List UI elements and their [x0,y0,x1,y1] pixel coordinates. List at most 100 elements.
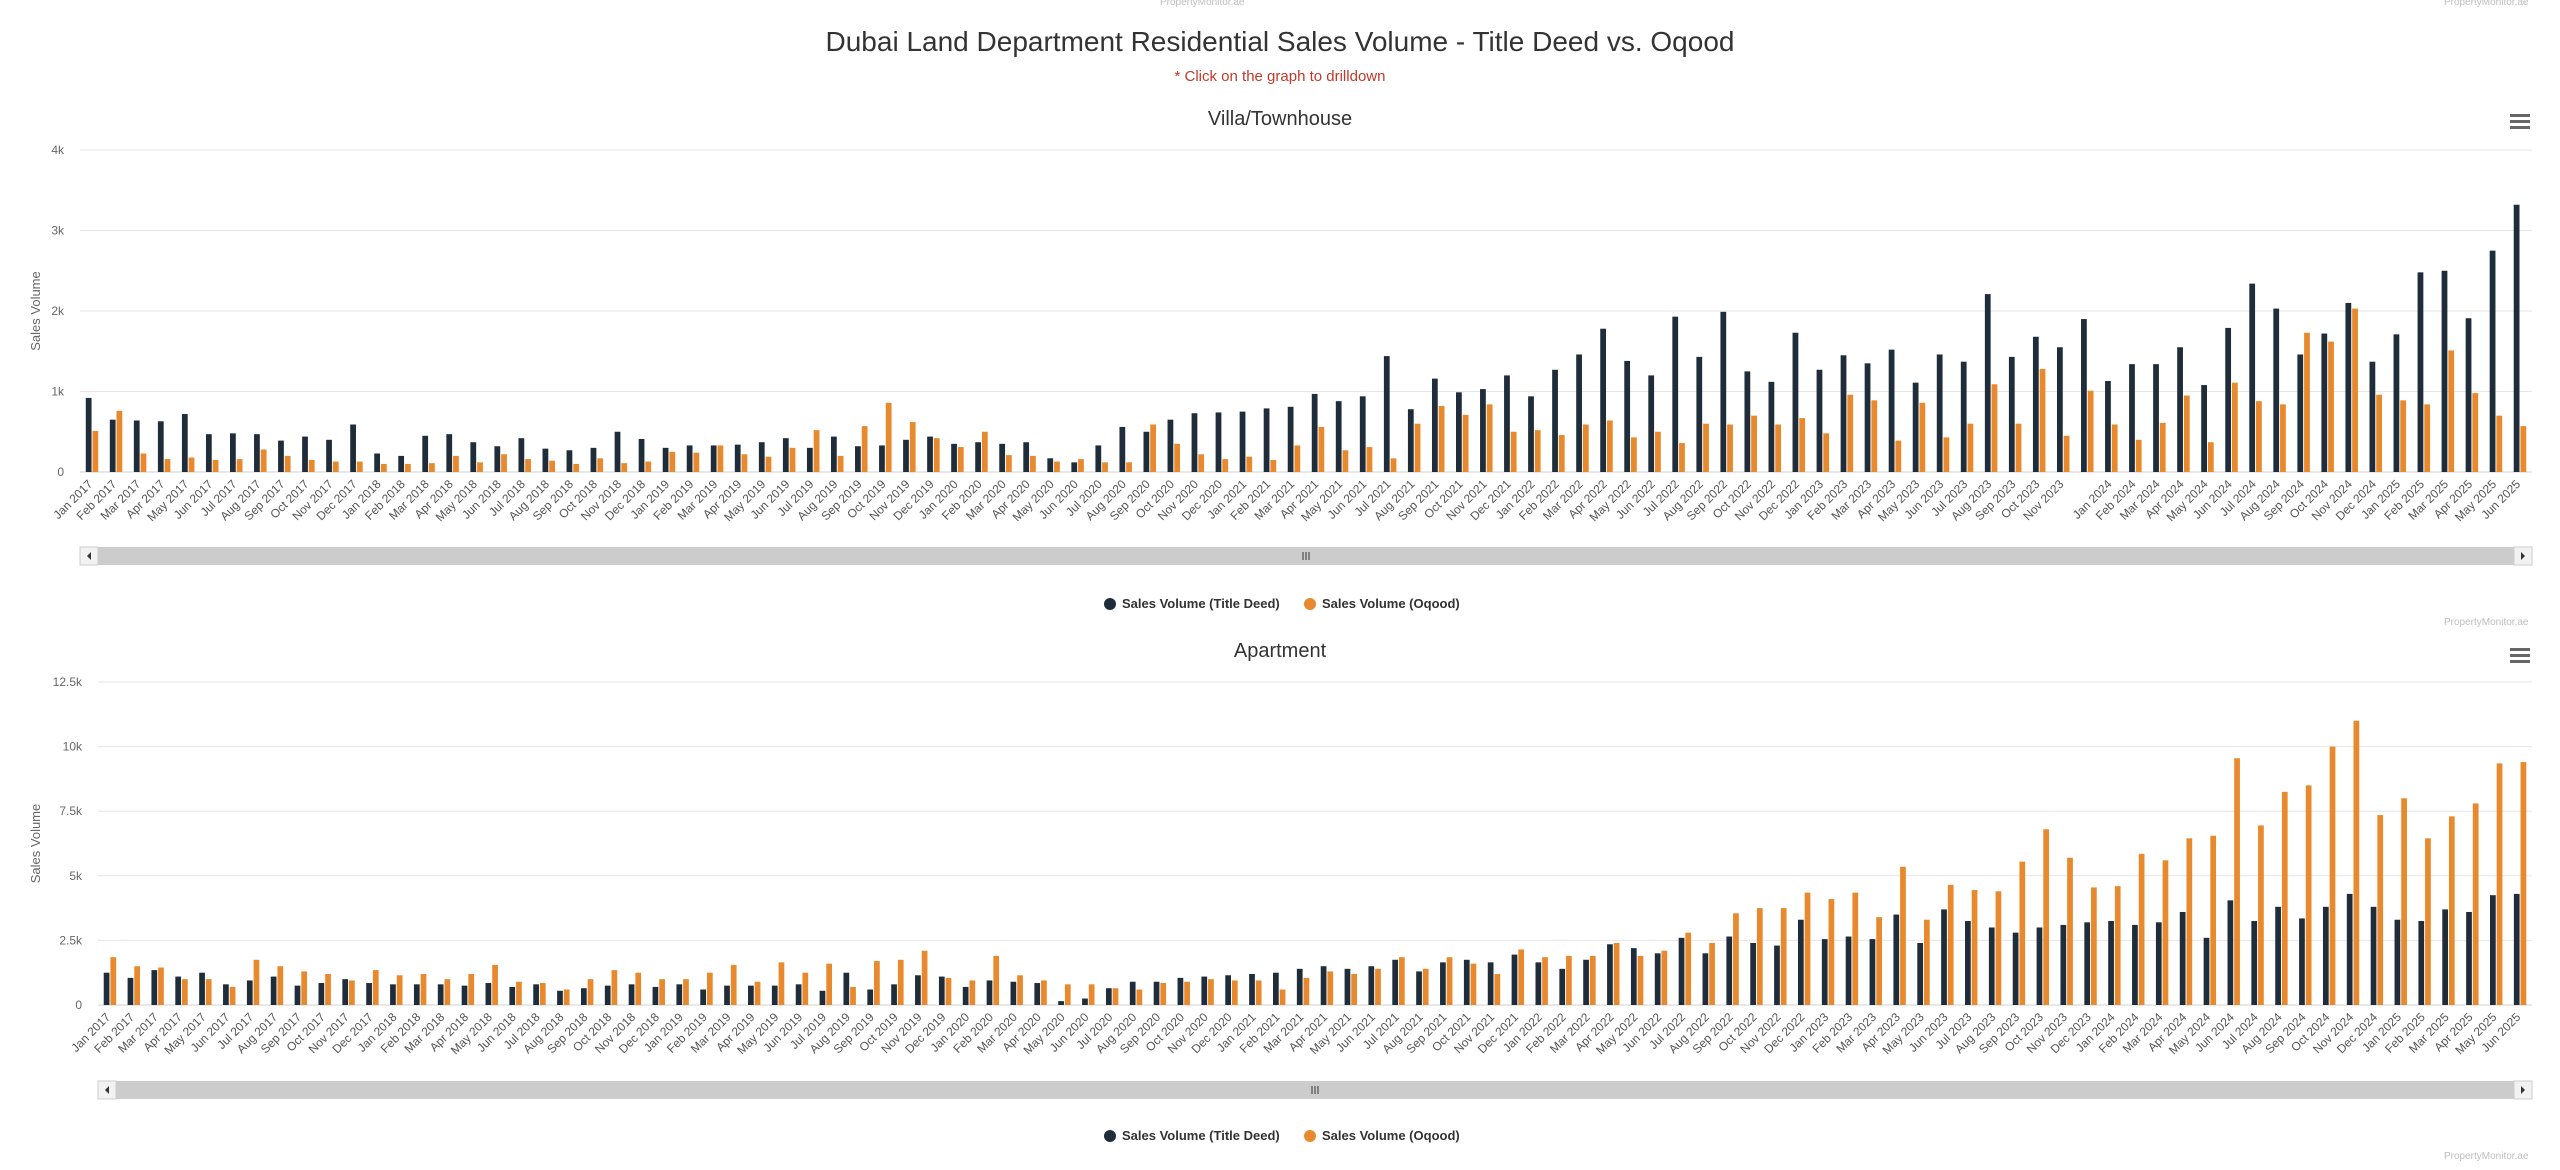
bar-title-deed[interactable] [1249,973,1255,1005]
bar-oqood[interactable] [1775,424,1782,472]
bar-oqood[interactable] [1566,955,1572,1005]
bar-oqood[interactable] [1589,955,1596,1005]
bar-oqood[interactable] [909,422,916,472]
bar-title-deed[interactable] [2345,302,2352,472]
bar-oqood[interactable] [2019,861,2026,1005]
bar-oqood[interactable] [396,975,403,1005]
bar-title-deed[interactable] [1320,966,1327,1005]
bar-oqood[interactable] [1017,975,1023,1005]
bar-title-deed[interactable] [2346,893,2353,1005]
villa-chart-container[interactable]: Villa/Townhouse 0 1k 2k 3k 4k Sales Volume Jan … [0,100,2560,620]
bar-oqood[interactable] [2258,825,2264,1005]
bar-title-deed[interactable] [1407,409,1414,472]
bar-oqood[interactable] [1655,431,1661,472]
bar-title-deed[interactable] [518,438,525,472]
bar-title-deed[interactable] [1368,966,1375,1005]
bar-oqood[interactable] [164,459,171,472]
bar-title-deed[interactable] [2155,922,2162,1005]
bar-oqood[interactable] [1375,968,1381,1005]
bar-oqood[interactable] [205,979,212,1005]
bar-title-deed[interactable] [446,434,453,472]
bar-title-deed[interactable] [1311,393,1318,472]
bar-title-deed[interactable] [1654,953,1661,1005]
bar-oqood[interactable] [2520,426,2527,472]
bar-oqood[interactable] [1446,957,1453,1005]
bar-title-deed[interactable] [1774,945,1780,1005]
bar-oqood[interactable] [372,970,379,1005]
bar-oqood[interactable] [1804,892,1811,1005]
bar-title-deed[interactable] [2442,909,2449,1005]
bar-title-deed[interactable] [223,984,229,1005]
bar-oqood[interactable] [325,973,331,1005]
bar-oqood[interactable] [741,454,748,472]
bar-oqood[interactable] [1919,402,1926,472]
bar-oqood[interactable] [2328,341,2334,472]
bar-oqood[interactable] [2520,762,2527,1005]
bar-title-deed[interactable] [855,446,861,472]
bar-title-deed[interactable] [1917,942,1924,1005]
bar-title-deed[interactable] [1416,971,1422,1005]
bar-title-deed[interactable] [2203,937,2210,1005]
bar-title-deed[interactable] [2105,381,2111,472]
bar-oqood[interactable] [1971,890,1978,1005]
bar-title-deed[interactable] [1463,959,1470,1005]
bar-title-deed[interactable] [614,431,621,472]
bar-oqood[interactable] [1422,968,1429,1005]
bar-oqood[interactable] [2448,816,2455,1005]
bar-oqood[interactable] [134,966,140,1005]
bar-oqood[interactable] [1751,415,1757,472]
bar-oqood[interactable] [1327,971,1334,1005]
bar-oqood[interactable] [1470,963,1477,1005]
bar-title-deed[interactable] [734,444,741,472]
bar-oqood[interactable] [765,456,772,472]
bar-oqood[interactable] [1414,423,1421,472]
bar-oqood[interactable] [1852,892,1859,1005]
bar-title-deed[interactable] [1821,939,1828,1005]
bar-title-deed[interactable] [85,397,92,472]
bar-oqood[interactable] [1943,437,1950,472]
bar-title-deed[interactable] [461,985,468,1005]
bar-oqood[interactable] [1780,908,1787,1005]
bar-oqood[interactable] [2183,395,2190,472]
bar-title-deed[interactable] [771,985,778,1005]
bar-oqood[interactable] [2496,763,2503,1005]
bar-title-deed[interactable] [1869,939,1876,1005]
bar-title-deed[interactable] [867,989,874,1005]
bar-oqood[interactable] [993,955,1000,1005]
bar-oqood[interactable] [349,980,355,1005]
bar-oqood[interactable] [405,463,411,472]
bar-title-deed[interactable] [1583,959,1589,1005]
bar-title-deed[interactable] [604,985,611,1005]
bar-title-deed[interactable] [2297,354,2304,472]
bar-title-deed[interactable] [1383,356,1390,472]
bar-title-deed[interactable] [2153,364,2159,472]
bar-oqood[interactable] [1847,394,1854,472]
bar-oqood[interactable] [2400,400,2407,472]
bar-oqood[interactable] [308,459,315,472]
bar-oqood[interactable] [1318,426,1325,472]
bar-title-deed[interactable] [1607,944,1613,1005]
bar-oqood[interactable] [301,971,308,1005]
bar-oqood[interactable] [1078,459,1084,472]
bar-oqood[interactable] [2087,390,2094,472]
bar-oqood[interactable] [284,455,291,472]
bar-title-deed[interactable] [1941,909,1947,1005]
bar-oqood[interactable] [1041,980,1047,1005]
bar-title-deed[interactable] [2179,911,2186,1005]
bar-oqood[interactable] [1198,454,1205,472]
bar-title-deed[interactable] [1576,354,1582,472]
bar-title-deed[interactable] [1797,919,1804,1005]
bar-title-deed[interactable] [1239,411,1246,472]
bar-oqood[interactable] [2159,422,2166,472]
bar-title-deed[interactable] [1344,968,1351,1005]
bar-oqood[interactable] [969,980,976,1005]
bar-oqood[interactable] [861,426,868,472]
bar-title-deed[interactable] [638,438,645,472]
bar-title-deed[interactable] [938,976,945,1005]
bar-oqood[interactable] [621,463,628,472]
bar-oqood[interactable] [2305,785,2312,1005]
bar-title-deed[interactable] [2513,204,2520,472]
bar-oqood[interactable] [2043,829,2050,1005]
bar-oqood[interactable] [1150,424,1156,472]
